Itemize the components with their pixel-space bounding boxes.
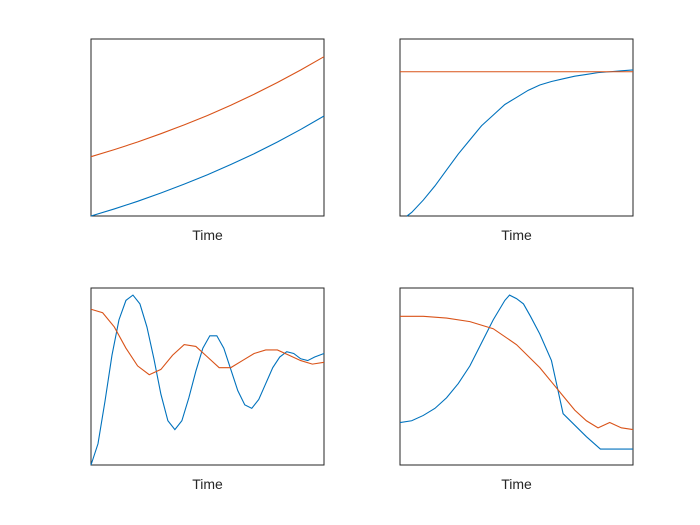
subplot-3-series-2-line bbox=[90, 308, 325, 376]
subplot-1-xlabel: Time bbox=[192, 227, 223, 243]
subplot-3-xlabel: Time bbox=[192, 476, 223, 492]
subplot-4-series-1-line bbox=[399, 294, 633, 450]
subplot-4: Time bbox=[399, 287, 634, 492]
subplot-1-axes-box bbox=[90, 38, 325, 217]
subplot-2-axes-box bbox=[399, 38, 634, 217]
subplot-3-axes-box bbox=[90, 287, 325, 466]
subplot-4-series-2-line bbox=[400, 315, 634, 431]
subplot-3: Time bbox=[90, 287, 325, 492]
subplot-1: Time bbox=[90, 38, 325, 243]
subplot-1-series-1-line bbox=[90, 115, 325, 217]
subplot-2-xlabel: Time bbox=[501, 227, 532, 243]
subplot-3-series-1-line bbox=[90, 294, 325, 466]
subplot-4-xlabel: Time bbox=[501, 476, 532, 492]
subplot-4-axes-box bbox=[399, 287, 634, 466]
subplot-2: Time bbox=[399, 38, 634, 243]
subplot-1-series-2-line bbox=[90, 56, 325, 158]
subplot-2-series-1-line bbox=[406, 69, 634, 217]
